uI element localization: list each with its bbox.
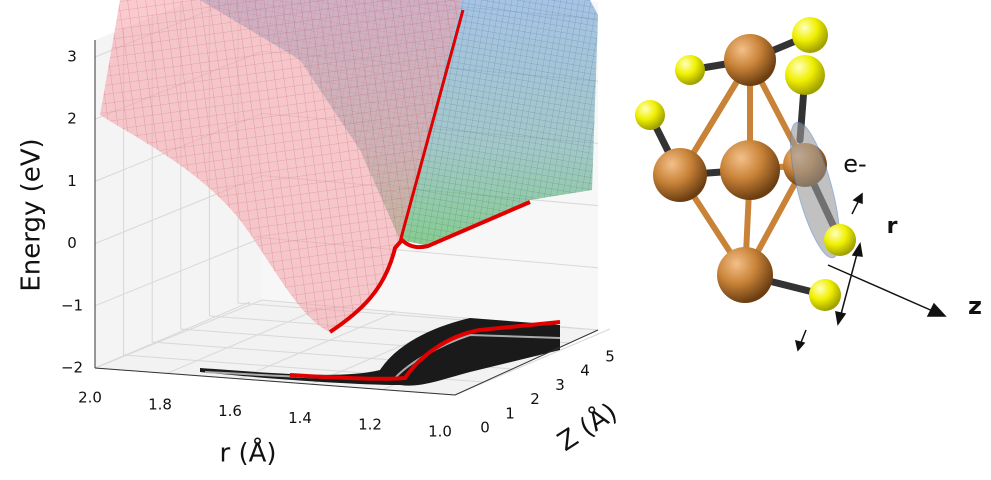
x-tick-label: 1.4 [288, 409, 312, 427]
x-tick-label: 1.2 [358, 416, 382, 434]
z-tick-label: 3 [555, 376, 565, 394]
grid-line [94, 301, 251, 369]
x-tick-label: 1.0 [428, 423, 452, 441]
z-tick-label: 2 [530, 390, 540, 408]
y-tick-label: 0 [67, 234, 77, 252]
y-tick-label: 1 [67, 172, 77, 190]
axis-lines [94, 40, 599, 396]
x-tick-label: 1.8 [148, 395, 172, 413]
surface [100, 0, 598, 386]
grid-line [166, 306, 323, 374]
y-tick-label: 3 [67, 48, 77, 66]
x-tick-label: 2.0 [78, 389, 102, 407]
y-tick-label: −1 [61, 296, 83, 314]
z-tick-label: 1 [505, 404, 515, 422]
molecule: e- r z [635, 17, 982, 352]
z-tick-label: 5 [605, 348, 615, 366]
grid-line [454, 328, 611, 396]
z-label: z [968, 292, 982, 320]
y-tick-label: −2 [61, 359, 83, 377]
y-tick-label: 2 [67, 110, 77, 128]
electron-label: e- [843, 150, 866, 178]
y-axis-label: Energy (eV) [17, 138, 47, 291]
z-tick-label: 0 [480, 419, 490, 437]
x-tick-label: 1.6 [218, 402, 242, 420]
x-axis-label: r (Å) [219, 437, 276, 469]
z-tick-label: 4 [580, 362, 590, 380]
r-label: r [887, 214, 898, 239]
grid-line [238, 312, 395, 380]
z-axis-label: Z (Å) [552, 396, 623, 458]
